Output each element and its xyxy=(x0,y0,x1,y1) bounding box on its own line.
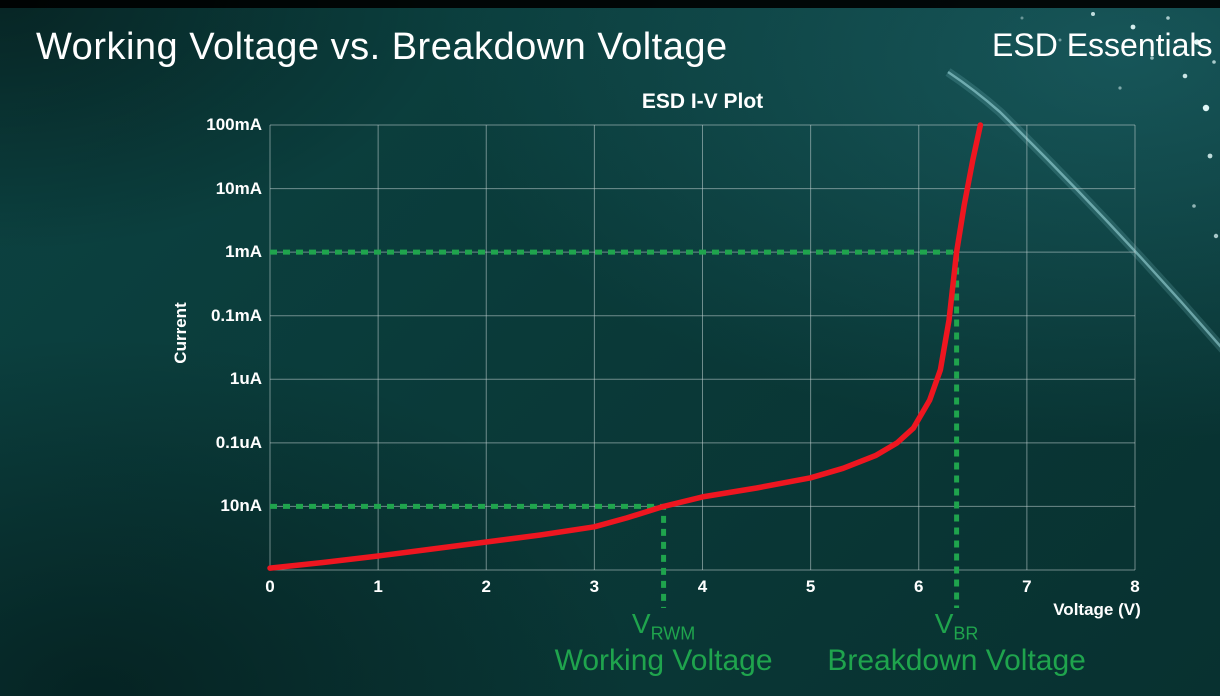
vrwm-symbol: V xyxy=(631,608,651,639)
vbr-symbol: V xyxy=(934,608,954,639)
iv-curve xyxy=(267,122,984,571)
vbr-label: VBR xyxy=(935,608,979,645)
page-title: Working Voltage vs. Breakdown Voltage xyxy=(36,26,728,68)
chart-title: ESD I-V Plot xyxy=(641,90,764,113)
breakdown-voltage-caption: Breakdown Voltage xyxy=(827,644,1086,677)
working-voltage-caption: Working Voltage xyxy=(554,644,773,677)
x-axis-label: Voltage (V) xyxy=(1053,600,1141,619)
brand-text: ESD Essentials xyxy=(992,27,1213,63)
vbr-subscript: BR xyxy=(953,623,979,644)
vrwm-label: VRWM xyxy=(632,608,695,645)
top-letterbox xyxy=(0,0,1220,8)
vrwm-subscript: RWM xyxy=(650,623,696,644)
annotation-dashed-line xyxy=(270,249,960,608)
